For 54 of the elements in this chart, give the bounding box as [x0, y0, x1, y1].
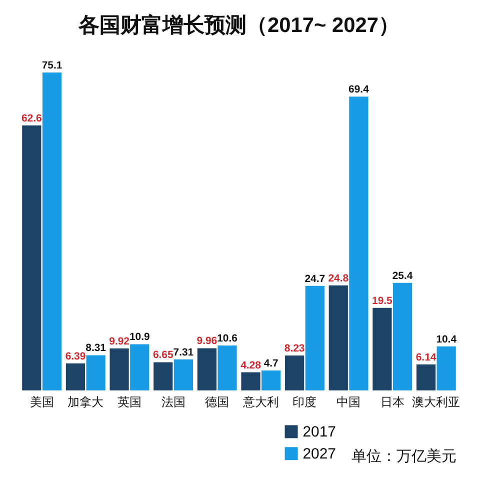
- data-label: 24.7: [304, 274, 326, 285]
- data-label: 25.4: [392, 270, 413, 282]
- bar: [416, 364, 436, 390]
- data-label: 7.31: [173, 347, 194, 358]
- bar: [328, 285, 348, 390]
- bar: [392, 282, 412, 390]
- x-tick-label: 英国: [117, 394, 142, 409]
- data-label: 62.6: [22, 113, 42, 124]
- bar: [305, 286, 324, 390]
- data-label: 24.8: [328, 273, 349, 284]
- data-label: 8.23: [284, 344, 305, 355]
- chart-title: 各国财富增长预测（2017~ 2027）: [77, 12, 400, 37]
- data-label: 4.7: [264, 358, 279, 370]
- data-label: 4.28: [240, 360, 262, 372]
- bar: [372, 308, 392, 390]
- data-label: 69.4: [348, 84, 370, 96]
- x-tick-label: 印度: [292, 394, 317, 409]
- x-tick-label: 日本: [380, 394, 404, 409]
- x-tick-label: 美国: [30, 394, 54, 409]
- bar: [241, 372, 260, 390]
- bar: [66, 363, 86, 390]
- bar: [174, 359, 193, 390]
- bar: [154, 362, 173, 390]
- data-label: 19.5: [372, 296, 393, 307]
- bar: [436, 346, 456, 390]
- x-tick-label: 德国: [205, 394, 230, 409]
- data-label: 10.4: [436, 334, 457, 346]
- bar: [130, 344, 150, 390]
- data-label: 75.1: [42, 60, 62, 72]
- data-label: 10.6: [217, 334, 238, 345]
- bar: [285, 356, 304, 390]
- legend-label: 2027: [302, 446, 336, 463]
- text: 单位：万亿美元: [352, 448, 457, 466]
- bar: [110, 348, 129, 390]
- x-tick-label: 意大利: [242, 394, 279, 409]
- data-label: 6.39: [65, 351, 86, 362]
- data-label: 9.96: [196, 336, 218, 348]
- data-label: 10.9: [129, 332, 150, 344]
- legend-label: 2017: [302, 424, 336, 441]
- bar: [197, 348, 216, 390]
- x-tick-label: 法国: [161, 394, 186, 409]
- bar: [349, 96, 368, 390]
- bar: [86, 355, 106, 390]
- bar: [218, 346, 237, 390]
- data-label: 9.92: [109, 336, 130, 348]
- x-tick-label: 澳大利亚: [412, 394, 460, 409]
- bar: [262, 370, 281, 390]
- bar: [42, 72, 62, 390]
- data-label: 6.65: [152, 350, 174, 362]
- x-tick-label: 中国: [336, 394, 361, 409]
- data-label: 6.14: [416, 352, 436, 364]
- data-label: 8.31: [86, 343, 106, 354]
- bar: [22, 125, 42, 390]
- x-tick-label: 加拿大: [68, 394, 104, 409]
